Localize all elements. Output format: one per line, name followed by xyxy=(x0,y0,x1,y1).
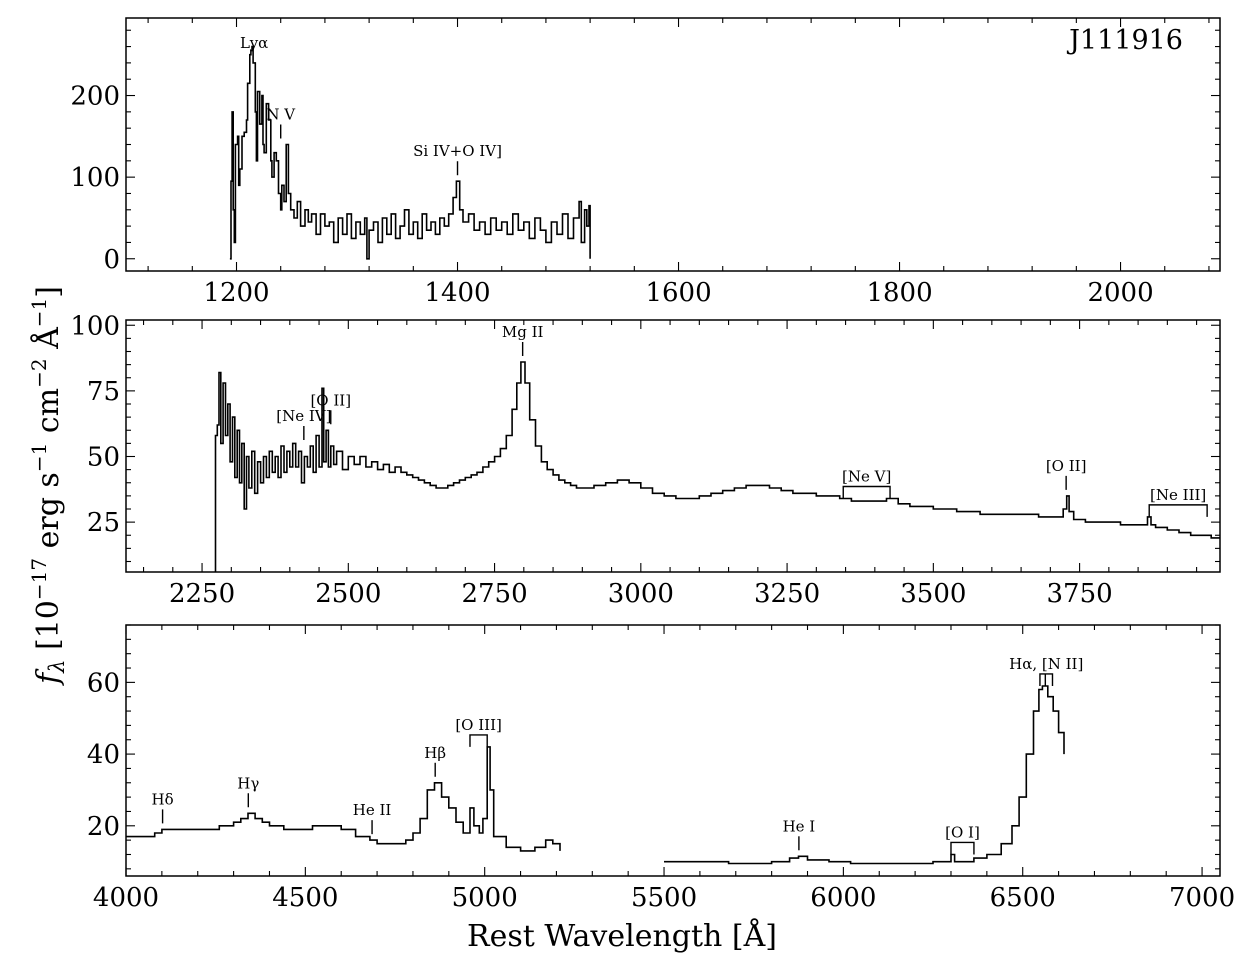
y-tick-label: 40 xyxy=(87,740,120,770)
x-tick-label: 1600 xyxy=(645,278,711,308)
line-label: Mg II xyxy=(502,323,544,341)
panel-middle: 2250 2500 2750 3000 3250 3500 3750 25 50 75 100 [Ne… xyxy=(70,311,1221,609)
x-tick-label: 3500 xyxy=(900,579,966,609)
x-tick-label: 6500 xyxy=(990,883,1056,913)
plot-frame xyxy=(125,624,1221,877)
x-tick-label: 3250 xyxy=(754,579,820,609)
line-label: Hα, [N II] xyxy=(1009,655,1083,673)
x-tick-label: 2500 xyxy=(315,579,381,609)
plot-frame xyxy=(125,17,1221,272)
line-label: [O II] xyxy=(1046,457,1087,475)
object-label: J111916 xyxy=(1066,25,1183,56)
panel-bottom: 4000 4500 5000 5500 6000 6500 7000 20 40 60 Hδ Hγ He… xyxy=(87,624,1235,913)
x-tick-label: 2750 xyxy=(461,579,527,609)
x-tick-label: 2000 xyxy=(1087,278,1153,308)
y-tick-label: 20 xyxy=(87,812,120,842)
x-tick-label: 5500 xyxy=(631,883,697,913)
line-label: [Ne III] xyxy=(1150,486,1206,504)
line-label: [O III] xyxy=(455,716,502,734)
line-label: Hβ xyxy=(424,744,446,762)
x-tick-label: 1200 xyxy=(203,278,269,308)
line-label: He I xyxy=(783,817,816,835)
spectrum-line-0 xyxy=(214,361,1220,572)
x-tick-label: 1400 xyxy=(424,278,490,308)
line-bracket xyxy=(842,485,891,499)
x-tick-label: 3000 xyxy=(608,579,674,609)
x-tick-label: 4500 xyxy=(272,883,338,913)
x-tick-label: 7000 xyxy=(1169,883,1235,913)
line-label: [Ne V] xyxy=(842,468,891,486)
line-label: [O II] xyxy=(310,391,351,409)
y-tick-label: 100 xyxy=(70,163,120,193)
plot-frame xyxy=(125,319,1221,573)
x-tick-label: 4000 xyxy=(93,883,159,913)
y-tick-label: 0 xyxy=(103,245,120,275)
y-tick-label: 60 xyxy=(87,668,120,698)
y-tick-label: 200 xyxy=(70,82,120,112)
line-bracket xyxy=(950,841,975,855)
line-label: Si IV+O IV] xyxy=(413,142,502,160)
line-label: [O I] xyxy=(945,823,980,841)
line-bracket xyxy=(1148,504,1208,517)
y-tick-label: 25 xyxy=(87,508,120,538)
line-label: He II xyxy=(353,801,392,819)
x-tick-label: 3750 xyxy=(1047,579,1113,609)
x-tick-label: 1800 xyxy=(866,278,932,308)
x-tick-label: 6000 xyxy=(810,883,876,913)
line-label: Hδ xyxy=(152,790,174,808)
spectrum-line-0 xyxy=(126,746,561,852)
line-label: Hγ xyxy=(237,774,259,792)
line-label: N V xyxy=(266,106,296,124)
x-axis-title: Rest Wavelength [Å] xyxy=(467,918,777,954)
line-bracket xyxy=(469,734,488,747)
y-tick-label: 50 xyxy=(87,443,120,473)
line-label: Lyα xyxy=(240,34,268,52)
x-tick-label: 5000 xyxy=(452,883,518,913)
line-bracket xyxy=(1039,673,1054,686)
x-tick-label: 2250 xyxy=(169,579,235,609)
line-label: [Ne IV] xyxy=(276,407,331,425)
y-tick-label: 75 xyxy=(87,377,120,407)
y-tick-label: 100 xyxy=(70,311,120,341)
spectrum-line-1 xyxy=(664,685,1065,865)
panel-top: 1200 1400 1600 1800 2000 0 100 200 Lyα N V Si IV+O… xyxy=(70,17,1221,308)
y-axis-title: fλ [10−17 erg s−1 cm−2 Å−1] xyxy=(27,286,69,686)
spectrum-line-0 xyxy=(229,45,591,260)
